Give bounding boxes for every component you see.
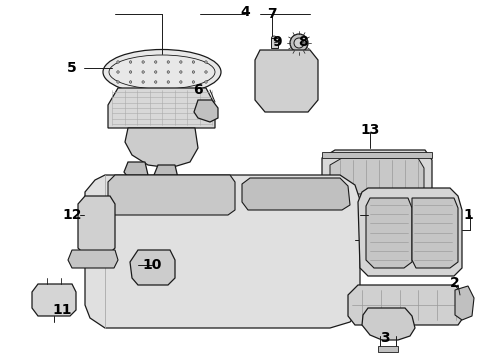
Polygon shape	[242, 178, 350, 210]
Polygon shape	[85, 175, 360, 328]
Ellipse shape	[142, 71, 145, 73]
Bar	[84, 208, 96, 230]
Ellipse shape	[294, 38, 304, 48]
Polygon shape	[32, 284, 76, 316]
Ellipse shape	[142, 61, 145, 63]
Ellipse shape	[271, 71, 289, 93]
Text: 10: 10	[142, 258, 162, 272]
Text: 5: 5	[67, 61, 77, 75]
Polygon shape	[108, 88, 215, 128]
Ellipse shape	[154, 81, 157, 83]
Ellipse shape	[129, 61, 132, 63]
Ellipse shape	[192, 71, 195, 73]
Text: 4: 4	[240, 5, 250, 19]
Polygon shape	[124, 162, 148, 182]
Text: 7: 7	[267, 7, 277, 21]
Ellipse shape	[143, 258, 163, 276]
Ellipse shape	[117, 71, 119, 73]
Text: 6: 6	[193, 83, 203, 97]
Text: 13: 13	[360, 123, 380, 137]
Polygon shape	[330, 158, 424, 194]
Text: 9: 9	[272, 35, 282, 49]
Text: 2: 2	[450, 276, 460, 290]
Ellipse shape	[192, 61, 195, 63]
Ellipse shape	[266, 66, 294, 98]
Polygon shape	[78, 196, 115, 255]
Ellipse shape	[289, 69, 311, 95]
Bar	[56, 288, 66, 300]
Ellipse shape	[290, 34, 308, 52]
Ellipse shape	[240, 260, 250, 270]
Polygon shape	[348, 285, 465, 325]
Ellipse shape	[142, 81, 145, 83]
Ellipse shape	[271, 36, 276, 40]
Bar	[100, 208, 110, 230]
Polygon shape	[130, 250, 175, 285]
Polygon shape	[358, 188, 462, 276]
Polygon shape	[412, 198, 458, 268]
Polygon shape	[125, 128, 198, 168]
Polygon shape	[108, 175, 235, 215]
Ellipse shape	[154, 71, 157, 73]
Polygon shape	[378, 346, 398, 352]
Polygon shape	[455, 286, 474, 320]
Polygon shape	[322, 152, 432, 158]
Ellipse shape	[167, 71, 170, 73]
Polygon shape	[255, 50, 318, 112]
Ellipse shape	[167, 81, 170, 83]
Text: 8: 8	[298, 35, 308, 49]
Text: 12: 12	[62, 208, 82, 222]
Ellipse shape	[243, 262, 247, 267]
Ellipse shape	[205, 81, 207, 83]
Ellipse shape	[192, 81, 195, 83]
Ellipse shape	[154, 61, 157, 63]
Bar	[42, 288, 52, 300]
Polygon shape	[194, 100, 218, 122]
Ellipse shape	[205, 61, 207, 63]
Polygon shape	[366, 198, 412, 268]
Polygon shape	[68, 250, 118, 268]
Ellipse shape	[180, 81, 182, 83]
Ellipse shape	[103, 50, 221, 95]
Ellipse shape	[180, 61, 182, 63]
Polygon shape	[362, 308, 415, 340]
Polygon shape	[271, 38, 278, 48]
Polygon shape	[322, 150, 432, 202]
Polygon shape	[154, 165, 178, 186]
Ellipse shape	[129, 81, 132, 83]
Ellipse shape	[180, 71, 182, 73]
Text: 11: 11	[52, 303, 72, 317]
Ellipse shape	[167, 61, 170, 63]
Text: 1: 1	[463, 208, 473, 222]
Ellipse shape	[117, 81, 119, 83]
Ellipse shape	[117, 61, 119, 63]
Ellipse shape	[294, 74, 307, 90]
Ellipse shape	[129, 71, 132, 73]
Ellipse shape	[202, 106, 210, 116]
Text: 3: 3	[380, 331, 390, 345]
Ellipse shape	[205, 71, 207, 73]
